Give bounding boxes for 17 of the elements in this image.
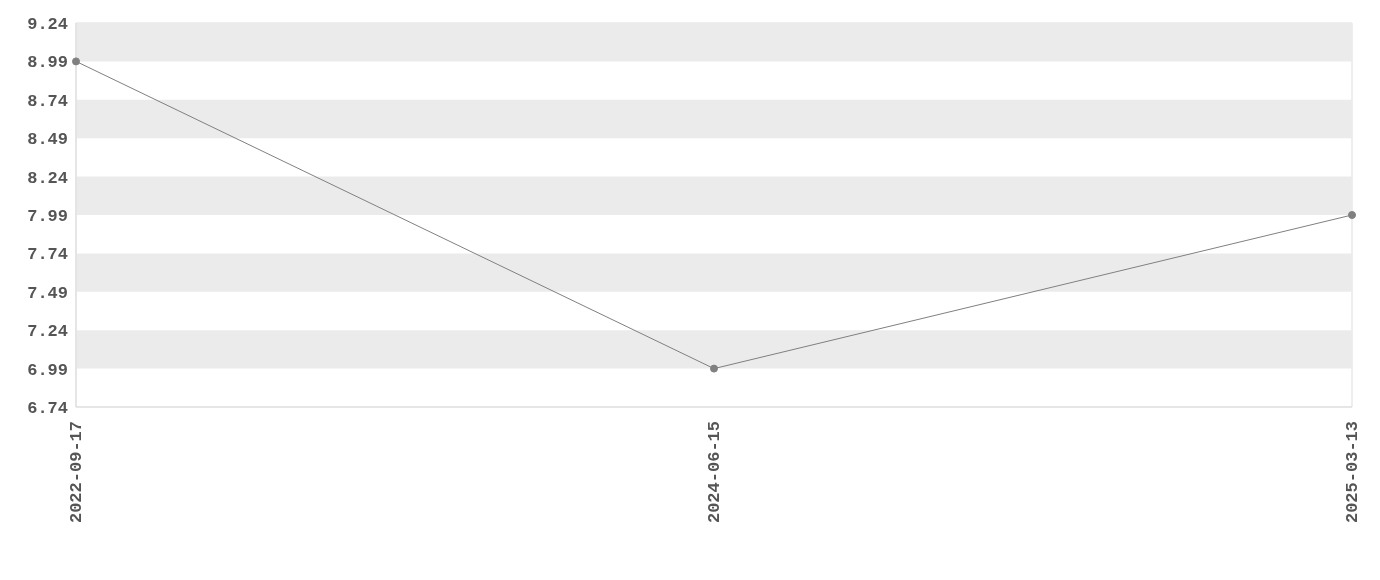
x-tick-label: 2024-06-15: [704, 421, 724, 524]
y-tick-label: 6.99: [27, 360, 68, 380]
y-tick-label: 9.24: [27, 15, 68, 35]
y-tick-label: 8.24: [27, 168, 68, 188]
x-tick-label: 2022-09-17: [66, 421, 86, 524]
y-tick-label: 8.99: [27, 53, 68, 73]
y-tick-label: 8.74: [27, 91, 68, 111]
point: [710, 364, 718, 373]
x-tick-label: 2025-03-13: [1342, 421, 1362, 524]
y-tick-label: 6.74: [27, 399, 68, 419]
y-tick-label: 7.74: [27, 245, 68, 265]
y-tick-label: 7.99: [27, 207, 68, 227]
y-tick-label: 8.49: [27, 130, 68, 150]
y-tick-label: 7.24: [27, 322, 68, 342]
point: [1348, 211, 1356, 219]
point: [72, 57, 80, 66]
y-tick-label: 7.49: [27, 283, 68, 303]
